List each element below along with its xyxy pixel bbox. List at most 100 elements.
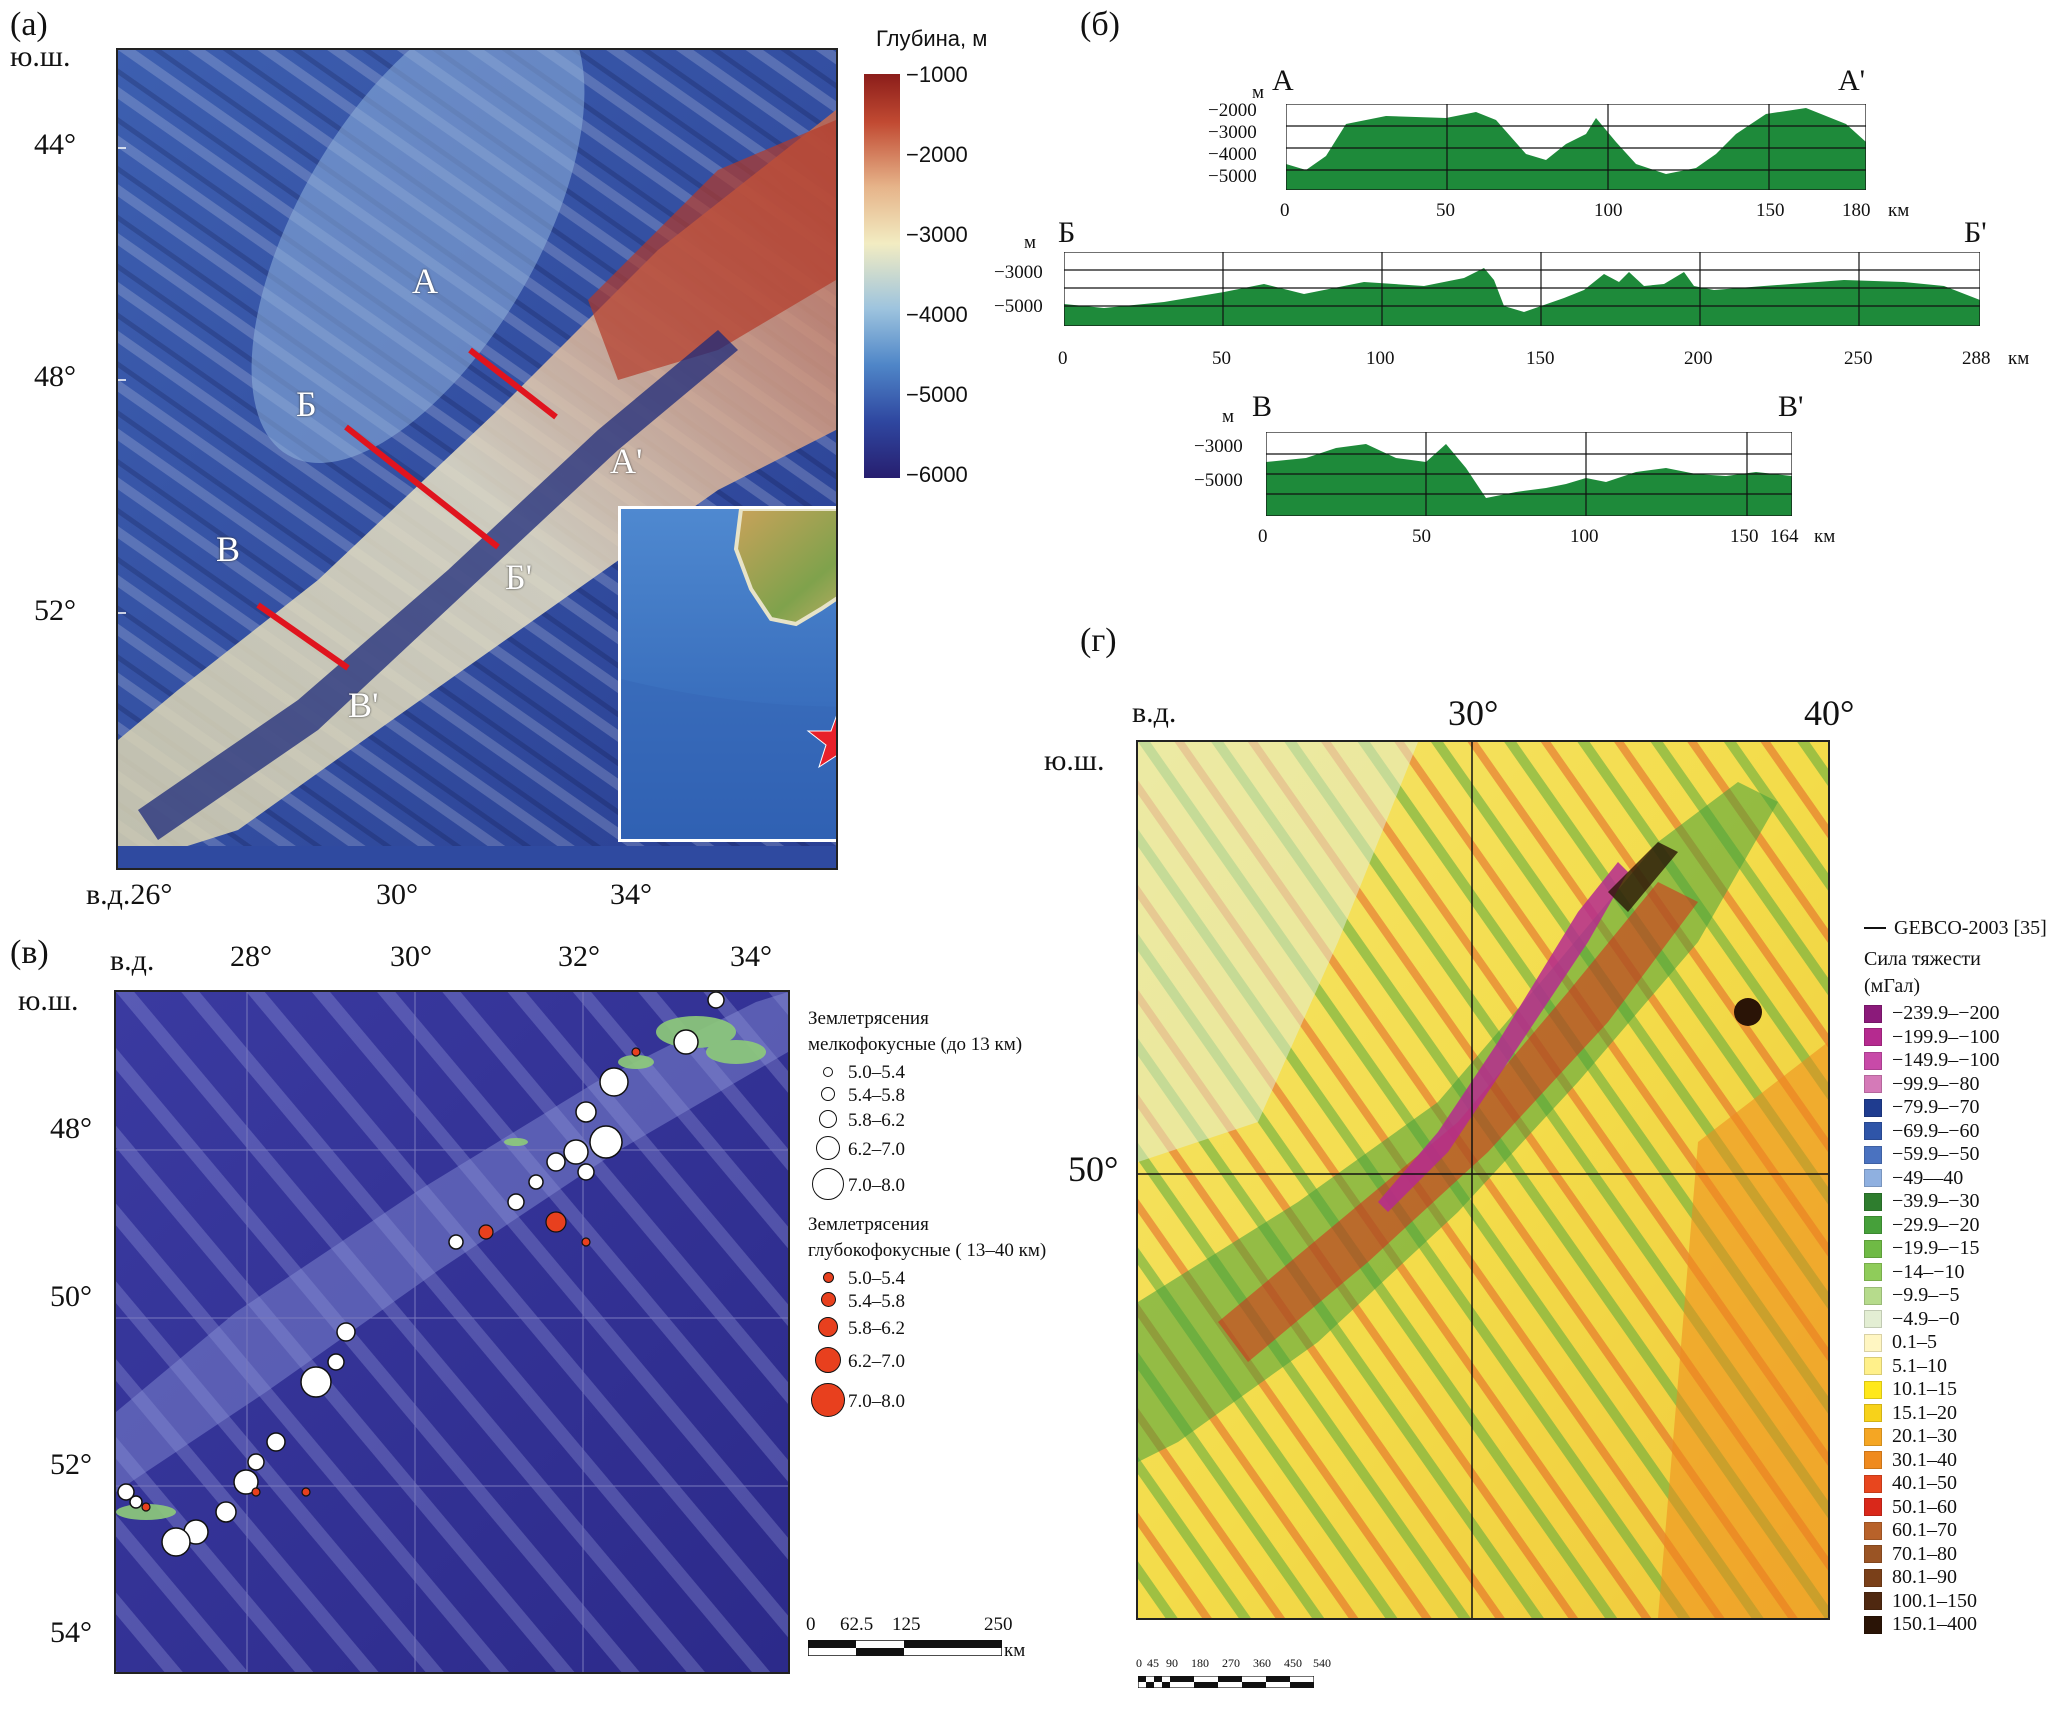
x-tick: 50: [1412, 526, 1431, 547]
profile-b-chart: [1064, 252, 1980, 326]
scale-g-tick: 90: [1166, 1656, 1178, 1670]
gravity-class-swatch: [1864, 1310, 1882, 1329]
shallow-marker-3: [808, 1109, 848, 1133]
panel-a-letter: (а): [10, 6, 48, 43]
gravity-class-swatch: [1864, 1192, 1882, 1211]
colorbar-tick: −2000: [906, 142, 968, 167]
gravity-class-row: 40.1–50: [1864, 1472, 2047, 1496]
legend-shallow-title-1: Землетрясения: [808, 1008, 929, 1029]
profile-label-a-prime: А': [610, 441, 643, 481]
y-tick: −5000: [1208, 166, 1257, 187]
profile-b-unit: м: [1024, 232, 1037, 253]
gravity-class-row: 50.1–60: [1864, 1496, 2047, 1520]
legend-shallow-title-2: мелкофокусные (до 13 км): [808, 1034, 1023, 1055]
panel-v-lon-32: 32°: [558, 940, 600, 973]
panel-v-lon-28: 28°: [230, 940, 272, 973]
x-tick: 164: [1770, 526, 1799, 547]
gravity-class-row: −14–−10: [1864, 1261, 2047, 1285]
scale-g-tick: 0: [1136, 1656, 1142, 1670]
shallow-class: 7.0–8.0: [848, 1175, 905, 1196]
panel-g-lon-header: в.д.: [1132, 696, 1177, 729]
gravity-class-swatch: [1864, 1474, 1882, 1493]
scale-g-tick: 270: [1222, 1656, 1240, 1670]
earthquake-map-image: [116, 992, 788, 1672]
gravity-class-swatch: [1864, 1075, 1882, 1094]
y-tick: −2000: [1208, 100, 1257, 121]
gebco-line-icon: [1864, 927, 1886, 929]
panel-v-lat-48: 48°: [50, 1112, 92, 1145]
panel-a-lon-26: в.д.26°: [86, 878, 173, 911]
gravity-class-label: −49––40: [1892, 1166, 1964, 1189]
x-tick: 180: [1842, 200, 1871, 221]
scale-v-tick: 62.5: [840, 1614, 874, 1635]
gravity-class-row: −69.9–−60: [1864, 1120, 2047, 1144]
inset-map: [618, 506, 836, 842]
panel-v-letter: (в): [10, 934, 49, 971]
deep-marker-3: [808, 1316, 848, 1342]
gravity-class-label: 10.1–15: [1892, 1378, 1957, 1401]
gravity-class-label: 5.1–10: [1892, 1354, 1947, 1377]
gravity-class-row: 70.1–80: [1864, 1543, 2047, 1567]
profile-label-v-prime: В': [348, 685, 379, 725]
gravity-class-row: −199.9–−100: [1864, 1026, 2047, 1050]
panel-v-lon-header: в.д.: [110, 944, 155, 977]
panel-v-lat-54: 54°: [50, 1616, 92, 1649]
profile-label-v: В: [216, 529, 241, 569]
scale-g-tick: 45: [1147, 1656, 1159, 1670]
gravity-class-row: 100.1–150: [1864, 1590, 2047, 1614]
colorbar-tick: −4000: [906, 302, 968, 327]
scale-g-tick: 180: [1191, 1656, 1209, 1670]
gravity-class-row: −29.9–−20: [1864, 1214, 2047, 1238]
gravity-class-swatch: [1864, 1545, 1882, 1564]
gravity-class-row: −59.9–−50: [1864, 1143, 2047, 1167]
panel-a-lat-44: 44°: [34, 128, 76, 161]
gravity-class-label: 50.1–60: [1892, 1495, 1957, 1518]
gravity-legend: GEBCO-2003 [35] Сила тяжести (мГал) −239…: [1864, 914, 2047, 1637]
panel-g-lon-40: 40°: [1804, 693, 1855, 733]
scale-v-tick: 125: [892, 1614, 921, 1635]
gravity-class-swatch: [1864, 1615, 1882, 1634]
panel-a-lat-52: 52°: [34, 594, 76, 627]
profile-label-b: Б: [296, 384, 317, 424]
panel-a-lon-30: 30°: [376, 878, 418, 911]
scale-v-unit: км: [1004, 1640, 1026, 1661]
x-unit: км: [1888, 200, 1910, 221]
x-tick: 50: [1436, 200, 1455, 221]
panel-g-lat-50: 50°: [1068, 1149, 1119, 1189]
x-tick: 150: [1526, 348, 1555, 369]
deep-marker-1: [808, 1270, 848, 1288]
colorbar-title: Глубина, м: [876, 26, 988, 51]
gravity-class-swatch: [1864, 1427, 1882, 1446]
panel-v-lon-34: 34°: [730, 940, 772, 973]
gravity-class-swatch: [1864, 1169, 1882, 1188]
panel-v-lat-52: 52°: [50, 1448, 92, 1481]
shallow-class: 5.4–5.8: [848, 1085, 905, 1106]
gravity-class-swatch: [1864, 1004, 1882, 1023]
gravity-scale-ticks: 0 45 90 180 270 360 450 540: [1136, 1656, 1331, 1671]
gravity-class-swatch: [1864, 1357, 1882, 1376]
profile-a-end: А': [1838, 64, 1866, 97]
shallow-marker-2: [808, 1086, 848, 1106]
gravity-map: [1136, 740, 1830, 1620]
profile-a-unit: м: [1252, 82, 1265, 103]
gravity-class-label: 40.1–50: [1892, 1472, 1957, 1495]
y-tick: −5000: [994, 296, 1043, 317]
gravity-class-swatch: [1864, 1122, 1882, 1141]
profile-b-start: Б: [1058, 216, 1076, 249]
y-tick: −3000: [1194, 436, 1243, 457]
panel-a-lat-48: 48°: [34, 360, 76, 393]
gravity-class-label: −69.9–−60: [1892, 1119, 1980, 1142]
scale-g-tick: 360: [1253, 1656, 1271, 1670]
gravity-class-swatch: [1864, 1098, 1882, 1117]
gravity-class-swatch: [1864, 1380, 1882, 1399]
gravity-class-label: 30.1–40: [1892, 1448, 1957, 1471]
profile-v-unit: м: [1222, 406, 1235, 427]
panel-v-lat-header: ю.ш.: [18, 984, 79, 1017]
shallow-marker-4: [808, 1135, 848, 1165]
gravity-class-label: 15.1–20: [1892, 1401, 1957, 1424]
gravity-class-label: −39.9–−30: [1892, 1190, 1980, 1213]
gravity-class-label: −29.9–−20: [1892, 1213, 1980, 1236]
gravity-legend-title-1: Сила тяжести: [1864, 948, 1981, 970]
gravity-class-row: 0.1–5: [1864, 1331, 2047, 1355]
gravity-class-row: 5.1–10: [1864, 1355, 2047, 1379]
